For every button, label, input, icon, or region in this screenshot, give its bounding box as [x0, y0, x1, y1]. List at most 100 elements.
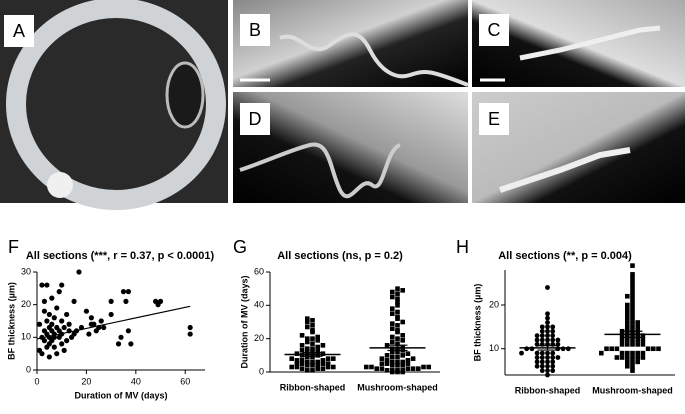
data-point: [299, 333, 305, 338]
data-point: [625, 363, 630, 369]
data-point: [625, 359, 630, 365]
panel-label: C: [488, 20, 501, 40]
data-point: [630, 293, 635, 299]
data-point: [630, 350, 635, 356]
data-point: [39, 282, 45, 288]
data-point: [550, 350, 556, 356]
data-point: [550, 359, 556, 365]
photo-a: A: [0, 0, 228, 210]
photo-b: B: [233, 0, 469, 87]
data-point: [384, 361, 390, 366]
data-point: [625, 355, 630, 360]
y-axis-label: Duration of MV (days): [239, 275, 249, 368]
data-point: [305, 324, 310, 330]
data-point: [550, 328, 556, 334]
data-point: [320, 358, 326, 363]
y-axis-label: BF thickness (µm): [6, 282, 16, 360]
data-point: [524, 346, 530, 352]
data-point: [299, 348, 305, 353]
chart-title: All sections (***, r = 0.37, p < 0.0001): [26, 250, 215, 262]
data-point: [395, 368, 400, 373]
data-point: [550, 337, 556, 343]
data-point: [98, 318, 104, 324]
data-point: [426, 364, 431, 370]
data-point: [364, 364, 369, 370]
data-point: [625, 311, 630, 317]
data-point: [305, 346, 310, 351]
data-point: [400, 359, 405, 365]
chart-title: All sections (**, p = 0.004): [498, 250, 632, 262]
data-point: [630, 355, 635, 360]
data-point: [635, 324, 640, 330]
data-point: [604, 346, 609, 352]
data-point: [395, 299, 400, 305]
y-tick-label: 20: [21, 299, 31, 309]
data-point: [539, 368, 545, 374]
data-point: [625, 324, 630, 330]
data-point: [395, 363, 400, 368]
data-point: [609, 346, 614, 352]
data-point: [539, 324, 545, 330]
data-point: [310, 341, 315, 346]
x-tick-label: 40: [131, 376, 141, 386]
data-point: [550, 363, 556, 369]
data-point: [123, 298, 129, 304]
data-point: [395, 309, 400, 315]
x-tick-label: Ribbon-shaped: [280, 382, 346, 392]
data-point: [405, 361, 411, 366]
data-point: [395, 323, 400, 328]
data-point: [529, 346, 535, 352]
panel-label: A: [13, 21, 25, 41]
data-point: [645, 346, 651, 352]
y-tick-label: 60: [254, 266, 264, 276]
y-tick-label: 20: [254, 333, 264, 343]
data-point: [294, 364, 300, 370]
data-point: [400, 288, 405, 293]
data-point: [305, 368, 310, 373]
photo-c: C: [472, 0, 685, 87]
data-point: [395, 354, 400, 360]
data-point: [374, 366, 379, 371]
data-point: [630, 324, 635, 330]
data-point: [315, 344, 320, 350]
data-point: [49, 295, 55, 301]
data-point: [86, 331, 92, 337]
data-point: [545, 359, 550, 365]
data-point: [640, 337, 646, 343]
data-point: [64, 338, 70, 344]
data-point: [66, 321, 72, 327]
data-point: [64, 311, 70, 318]
data-point: [539, 363, 545, 369]
data-point: [315, 363, 320, 368]
data-point: [384, 358, 390, 363]
panel-label: F: [8, 237, 19, 257]
data-point: [294, 361, 300, 366]
data-point: [44, 282, 50, 288]
data-point: [59, 341, 65, 347]
y-tick-label: 40: [254, 300, 264, 310]
data-point: [310, 318, 315, 323]
data-point: [315, 338, 320, 343]
data-point: [390, 359, 395, 365]
y-tick-label: 10: [489, 343, 499, 353]
data-point: [619, 333, 625, 338]
data-point: [41, 338, 48, 344]
data-point: [640, 355, 646, 360]
data-point: [565, 346, 571, 352]
data-point: [71, 298, 77, 304]
data-point: [395, 291, 400, 296]
data-point: [390, 354, 395, 360]
data-point: [599, 350, 604, 356]
data-point: [315, 359, 320, 365]
data-point: [128, 341, 134, 347]
data-point: [187, 324, 193, 331]
data-point: [395, 286, 400, 291]
data-point: [630, 311, 635, 317]
data-point: [299, 366, 305, 371]
data-point: [384, 353, 390, 358]
data-point: [630, 298, 635, 303]
data-point: [91, 321, 97, 327]
data-point: [369, 364, 374, 370]
data-point: [115, 341, 122, 347]
